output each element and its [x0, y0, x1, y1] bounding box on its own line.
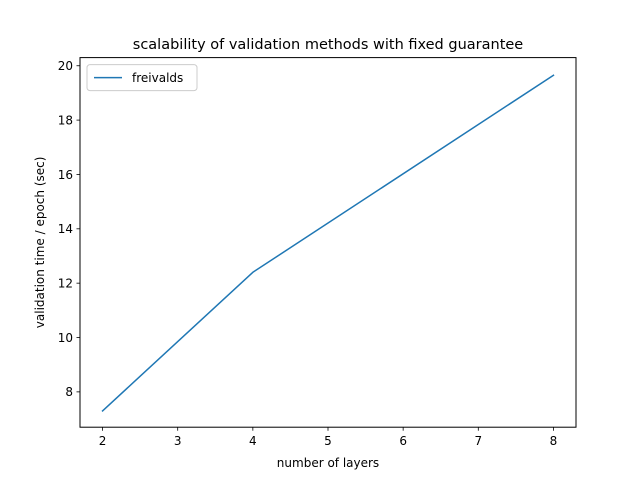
y-tick-label: 14 [58, 222, 73, 236]
y-axis-label: validation time / epoch (sec) [33, 157, 47, 329]
y-tick-label: 18 [58, 113, 73, 127]
x-tick-label: 4 [249, 434, 257, 448]
x-tick-label: 6 [399, 434, 407, 448]
chart-title: scalability of validation methods with f… [133, 37, 524, 53]
x-tick-label: 3 [174, 434, 182, 448]
y-tick-label: 16 [58, 168, 73, 182]
y-tick-label: 20 [58, 59, 73, 73]
x-axis-ticks: 2 3 4 5 6 7 8 [99, 427, 558, 448]
y-tick-label: 8 [65, 385, 73, 399]
x-tick-label: 8 [550, 434, 558, 448]
legend-label-freivalds: freivalds [132, 71, 183, 85]
series-layer [101, 74, 555, 412]
series-line-freivalds [101, 74, 555, 412]
x-tick-label: 2 [99, 434, 107, 448]
legend[interactable]: freivalds [86, 64, 198, 92]
x-tick-label: 5 [324, 434, 332, 448]
y-tick-label: 12 [58, 276, 73, 290]
y-tick-label: 10 [58, 331, 73, 345]
x-axis-label: number of layers [277, 456, 379, 470]
legend-box [86, 64, 198, 92]
x-tick-label: 7 [474, 434, 482, 448]
y-axis-ticks: 8 10 12 14 16 18 20 [58, 59, 80, 399]
